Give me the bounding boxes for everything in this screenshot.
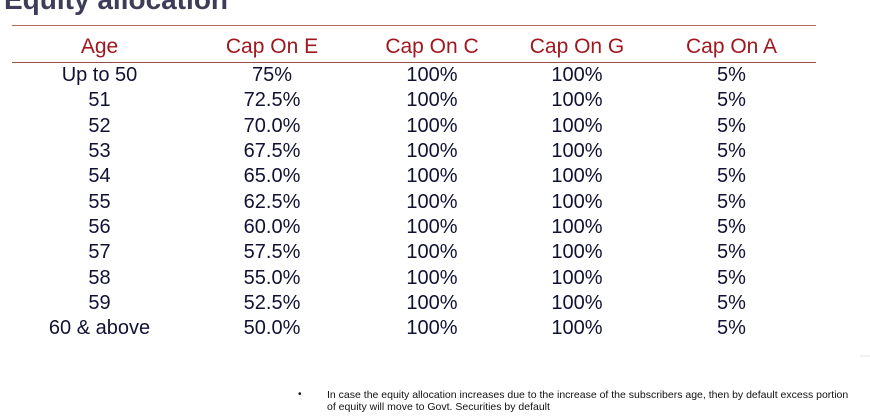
bullet-icon: • <box>298 389 302 400</box>
age-cell: 60 & above <box>48 317 151 340</box>
cap-on-e-cell: 67.5% <box>243 140 301 163</box>
cap-on-c-cell: 100% <box>406 64 458 87</box>
cap-on-a-cell: 5% <box>717 215 746 238</box>
age-cell: 56 <box>88 215 111 238</box>
cap-on-a-cell: 5% <box>717 291 746 314</box>
cap-on-g-cell: 100% <box>551 140 603 163</box>
age-cell: 52 <box>88 114 111 137</box>
cap-on-c-cell: 100% <box>406 266 458 289</box>
cap-on-a-cell: 5% <box>717 89 746 112</box>
allocation-table: Age Cap On E Cap On C Cap On G Cap On A … <box>12 31 816 341</box>
column-header-cap-on-c: Cap On C <box>385 34 479 58</box>
table-row: Up to 50 75% 100% 100% 5% <box>12 63 816 89</box>
cap-on-a-cell: 5% <box>717 165 746 188</box>
title-divider <box>12 25 816 26</box>
table-row: 58 55.0% 100% 100% 5% <box>12 265 816 290</box>
cap-on-e-cell: 62.5% <box>243 190 301 213</box>
column-header-age: Age <box>80 34 119 58</box>
column-header-cap-on-g: Cap On G <box>529 34 625 58</box>
cap-on-g-cell: 100% <box>551 190 603 213</box>
table-row: 52 70.0% 100% 100% 5% <box>12 114 816 139</box>
cap-on-e-cell: 55.0% <box>243 266 301 289</box>
cap-on-g-cell: 100% <box>551 266 603 289</box>
table-row: 55 62.5% 100% 100% 5% <box>12 189 816 214</box>
cap-on-e-cell: 60.0% <box>243 215 301 238</box>
age-cell: 53 <box>88 140 111 163</box>
table-header-row: Age Cap On E Cap On C Cap On G Cap On A <box>12 31 816 63</box>
table-row: 60 & above 50.0% 100% 100% 5% <box>12 316 816 341</box>
cap-on-e-cell: 70.0% <box>243 114 301 137</box>
age-cell: 51 <box>88 89 111 112</box>
cap-on-a-cell: 5% <box>717 114 746 137</box>
column-header-cap-on-a: Cap On A <box>685 34 778 58</box>
cap-on-a-cell: 5% <box>717 266 746 289</box>
age-cell: 59 <box>88 291 111 314</box>
cap-on-g-cell: 100% <box>551 241 603 264</box>
cap-on-c-cell: 100% <box>406 317 458 340</box>
table-row: 51 72.5% 100% 100% 5% <box>12 88 816 113</box>
cap-on-c-cell: 100% <box>406 165 458 188</box>
edge-artifact <box>860 355 870 357</box>
cap-on-a-cell: 5% <box>717 140 746 163</box>
cap-on-e-cell: 65.0% <box>243 165 301 188</box>
cap-on-c-cell: 100% <box>406 241 458 264</box>
table-row: 54 65.0% 100% 100% 5% <box>12 164 816 189</box>
table-row: 59 52.5% 100% 100% 5% <box>12 291 816 316</box>
cap-on-c-cell: 100% <box>406 89 458 112</box>
footnote-text: In case the equity allocation increases … <box>327 389 849 413</box>
cap-on-c-cell: 100% <box>406 215 458 238</box>
slide-title: Equity allocation <box>4 0 228 16</box>
cap-on-g-cell: 100% <box>551 215 603 238</box>
age-cell: 54 <box>88 165 111 188</box>
table-row: 53 67.5% 100% 100% 5% <box>12 139 816 164</box>
age-cell: Up to 50 <box>61 64 138 87</box>
cap-on-g-cell: 100% <box>551 317 603 340</box>
cap-on-g-cell: 100% <box>551 64 603 87</box>
column-header-cap-on-e: Cap On E <box>225 34 319 58</box>
cap-on-e-cell: 52.5% <box>243 291 301 314</box>
cap-on-e-cell: 50.0% <box>243 317 301 340</box>
age-cell: 55 <box>88 190 111 213</box>
footnote: • In case the equity allocation increase… <box>298 389 858 413</box>
cap-on-e-cell: 72.5% <box>243 89 301 112</box>
cap-on-c-cell: 100% <box>406 190 458 213</box>
age-cell: 57 <box>88 241 111 264</box>
cap-on-a-cell: 5% <box>717 317 746 340</box>
table-row: 56 60.0% 100% 100% 5% <box>12 215 816 240</box>
cap-on-g-cell: 100% <box>551 291 603 314</box>
cap-on-c-cell: 100% <box>406 291 458 314</box>
age-cell: 58 <box>88 266 111 289</box>
cap-on-e-cell: 75% <box>251 64 293 87</box>
cap-on-a-cell: 5% <box>717 190 746 213</box>
table-row: 57 57.5% 100% 100% 5% <box>12 240 816 265</box>
cap-on-a-cell: 5% <box>717 241 746 264</box>
cap-on-g-cell: 100% <box>551 165 603 188</box>
cap-on-c-cell: 100% <box>406 140 458 163</box>
cap-on-g-cell: 100% <box>551 114 603 137</box>
cap-on-c-cell: 100% <box>406 114 458 137</box>
cap-on-e-cell: 57.5% <box>243 241 301 264</box>
cap-on-g-cell: 100% <box>551 89 603 112</box>
cap-on-a-cell: 5% <box>717 64 746 87</box>
